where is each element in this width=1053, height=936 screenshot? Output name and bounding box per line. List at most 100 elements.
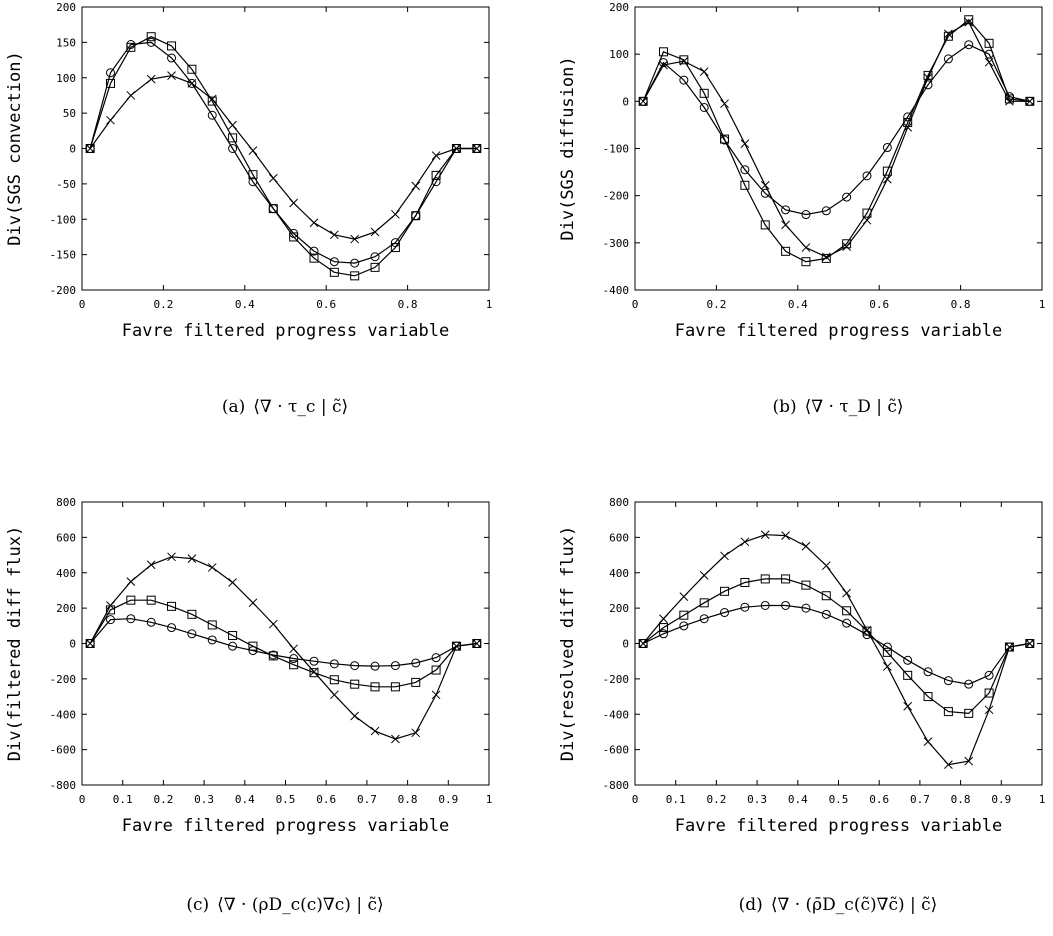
data-point-square — [679, 610, 689, 620]
data-point-square — [821, 591, 831, 601]
x-tick-label: 0.7 — [910, 793, 930, 806]
data-point-circle — [329, 659, 339, 669]
data-point-circle — [842, 618, 852, 628]
y-tick-label: 200 — [56, 602, 76, 615]
data-point-square — [187, 609, 197, 619]
data-point-square — [289, 660, 299, 670]
data-point-square — [329, 267, 339, 277]
data-point-cross — [106, 115, 115, 125]
x-tick-label: 0 — [632, 793, 639, 806]
x-axis-label: Favre filtered progress variable — [122, 321, 450, 341]
data-point-square — [289, 232, 299, 242]
data-point-cross — [984, 57, 994, 67]
x-tick-label: 0 — [632, 298, 639, 311]
caption-label: (c) — [186, 895, 209, 915]
x-tick-label: 0.7 — [357, 793, 377, 806]
x-tick-label: 0.2 — [153, 298, 173, 311]
data-point-square — [882, 647, 892, 657]
data-point-square — [842, 606, 852, 616]
data-point-square — [964, 15, 974, 25]
data-point-circle — [801, 603, 811, 613]
data-point-cross — [903, 701, 913, 711]
data-point-circle — [740, 165, 750, 175]
data-point-cross — [638, 96, 648, 106]
data-point-circle — [350, 661, 360, 671]
caption-label: (b) — [772, 397, 796, 417]
data-point-circle — [187, 629, 197, 639]
y-tick-label: -200 — [603, 190, 630, 203]
y-tick-label: -400 — [50, 708, 77, 721]
data-point-square — [720, 586, 730, 596]
data-point-cross — [679, 592, 689, 601]
x-tick-label: 1 — [486, 793, 493, 806]
y-tick-label: 0 — [69, 638, 76, 651]
data-point-square — [167, 41, 177, 51]
data-point-circle — [699, 614, 709, 624]
y-tick-label: -150 — [50, 249, 77, 262]
y-tick-label: -400 — [603, 284, 630, 297]
data-point-cross — [781, 531, 790, 540]
x-tick-label: 0.5 — [276, 793, 296, 806]
data-point-cross — [760, 180, 770, 190]
data-point-cross — [1005, 642, 1014, 652]
panel-caption: (b) ⟨∇ · τ_D | c̃⟩ — [772, 397, 903, 417]
data-point-square — [390, 243, 400, 253]
data-point-cross — [842, 588, 851, 598]
data-point-cross — [187, 79, 197, 88]
x-tick-label: 0.2 — [153, 793, 173, 806]
data-point-square — [862, 626, 872, 636]
data-point-circle — [923, 667, 933, 677]
data-point-cross — [842, 242, 851, 251]
y-tick-label: -400 — [603, 708, 630, 721]
x-tick-label: 0.1 — [113, 793, 133, 806]
data-point-square — [801, 257, 811, 267]
data-point-square — [126, 42, 136, 52]
data-point-cross — [228, 578, 237, 587]
data-point-circle — [740, 602, 750, 612]
y-tick-label: -200 — [50, 673, 77, 686]
data-point-cross — [431, 151, 441, 160]
y-tick-label: -100 — [50, 213, 77, 226]
data-point-cross — [740, 537, 750, 547]
y-tick-label: 150 — [56, 36, 76, 49]
data-point-cross — [268, 173, 278, 183]
x-tick-label: 0.9 — [438, 793, 458, 806]
data-point-square — [781, 574, 791, 584]
data-point-cross — [350, 234, 360, 244]
data-point-circle — [228, 144, 238, 153]
data-point-cross — [720, 551, 729, 561]
series-line — [642, 604, 1030, 685]
x-tick-label: 0.6 — [316, 793, 336, 806]
series-line — [89, 618, 477, 667]
panel-caption: (a) ⟨∇ · τ_c | c̃⟩ — [222, 397, 348, 417]
data-point-square — [923, 70, 933, 80]
data-point-cross — [472, 144, 482, 153]
data-point-cross — [923, 73, 933, 83]
data-point-cross — [882, 174, 892, 184]
x-tick-label: 0.6 — [869, 793, 889, 806]
data-point-square — [1004, 94, 1014, 104]
data-point-square — [431, 665, 441, 675]
data-point-cross — [329, 690, 339, 700]
data-point-square — [370, 682, 380, 692]
data-point-square — [699, 598, 709, 608]
data-point-square — [228, 133, 238, 143]
series-circle — [85, 37, 482, 268]
data-point-circle — [105, 615, 115, 625]
data-point-square — [842, 239, 852, 249]
data-point-cross — [452, 144, 461, 153]
plot-frame — [81, 501, 490, 786]
y-tick-label: -200 — [50, 284, 77, 297]
data-point-square — [638, 96, 648, 106]
data-point-square — [268, 204, 278, 214]
data-point-circle — [984, 670, 994, 680]
data-point-cross — [964, 17, 974, 27]
data-point-circle — [207, 110, 217, 120]
data-point-cross — [638, 639, 648, 648]
data-point-square — [85, 144, 95, 153]
data-point-circle — [289, 654, 299, 664]
data-point-cross — [248, 146, 258, 155]
plot-frame — [634, 501, 1043, 786]
data-point-cross — [411, 181, 421, 191]
x-axis-label: Favre filtered progress variable — [675, 321, 1003, 341]
